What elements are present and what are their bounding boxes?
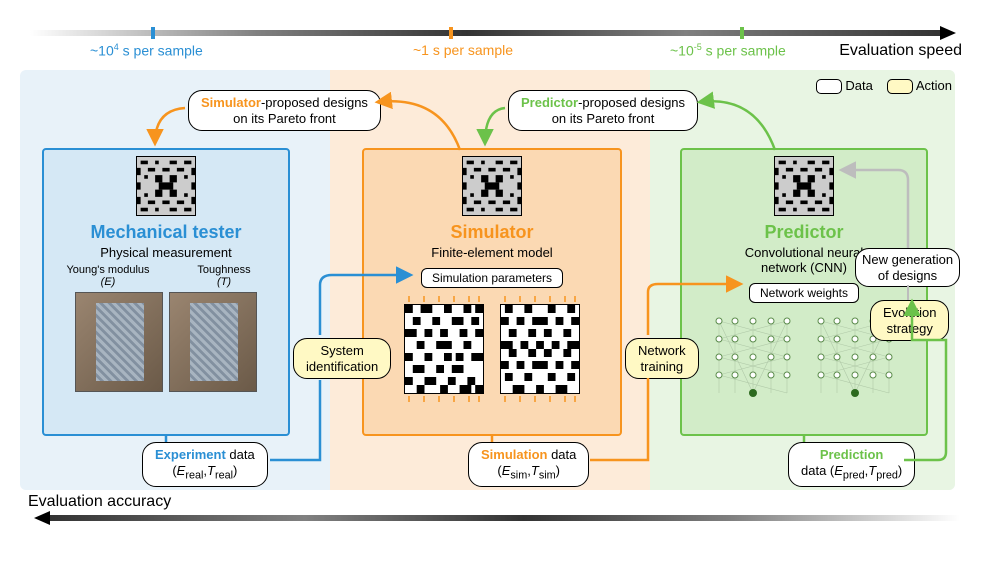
- panel-tester-title: Mechanical tester: [50, 222, 282, 243]
- qr-simulator: [462, 156, 522, 216]
- panel-simulator-title: Simulator: [370, 222, 614, 243]
- bubble-pred-proposed: Predictor-proposed designs on its Pareto…: [508, 90, 698, 131]
- diagram-canvas: ~104 s per sample ~1 s per sample ~10-5 …: [0, 0, 982, 561]
- network-weights-box: Network weights: [749, 283, 859, 303]
- bubble-system-identification: Systemidentification: [293, 338, 391, 379]
- sim-qr-1: [399, 294, 489, 404]
- simulation-parameters-box: Simulation parameters: [421, 268, 563, 288]
- speed-axis-arrowhead: [940, 26, 956, 40]
- bubble-experiment-data: Experiment data (Ereal,Treal): [142, 442, 268, 487]
- bubble-simulation-data: Simulation data (Esim,Tsim): [468, 442, 589, 487]
- bubble-new-generation: New generationof designs: [855, 248, 960, 287]
- speed-tick-label-orange: ~1 s per sample: [413, 42, 513, 58]
- legend-action-label: Action: [916, 78, 952, 93]
- speed-axis-bar: [30, 30, 940, 36]
- speed-tick-label-green: ~10-5 s per sample: [670, 42, 786, 59]
- photo-youngs-modulus: [75, 292, 163, 392]
- bubble-network-training: Networktraining: [625, 338, 699, 379]
- speed-tick-orange: [449, 27, 453, 39]
- cnn-1: [711, 311, 795, 405]
- sim-qr-2: [495, 294, 585, 404]
- panel-simulator-subtitle: Finite-element model: [370, 245, 614, 260]
- accuracy-axis-arrowhead: [34, 511, 50, 525]
- bubble-evolution-strategy: Evolutionstrategy: [870, 300, 949, 341]
- bubble-prediction-data: Prediction data (Epred,Tpred): [788, 442, 915, 487]
- bubble-sim-proposed: Simulator-proposed designs on its Pareto…: [188, 90, 381, 131]
- speed-axis-label: Evaluation speed: [839, 42, 962, 60]
- speed-tick-blue: [151, 27, 155, 39]
- legend-action-swatch: [887, 79, 913, 94]
- panel-tester-subtitle: Physical measurement: [50, 245, 282, 260]
- accuracy-axis-label: Evaluation accuracy: [28, 493, 171, 511]
- legend-data-swatch: [816, 79, 842, 94]
- tester-photos: [50, 292, 282, 392]
- simulator-images: [370, 294, 614, 404]
- tester-photo-labels: Young's modulus(E) Toughness(T): [50, 264, 282, 288]
- speed-tick-green: [740, 27, 744, 39]
- qr-predictor: [774, 156, 834, 216]
- legend: Data Action: [816, 78, 952, 94]
- qr-tester: [136, 156, 196, 216]
- speed-tick-label-blue: ~104 s per sample: [90, 42, 203, 59]
- panel-predictor-title: Predictor: [688, 222, 920, 243]
- accuracy-axis-bar: [50, 515, 960, 521]
- legend-data-label: Data: [845, 78, 872, 93]
- photo-toughness: [169, 292, 257, 392]
